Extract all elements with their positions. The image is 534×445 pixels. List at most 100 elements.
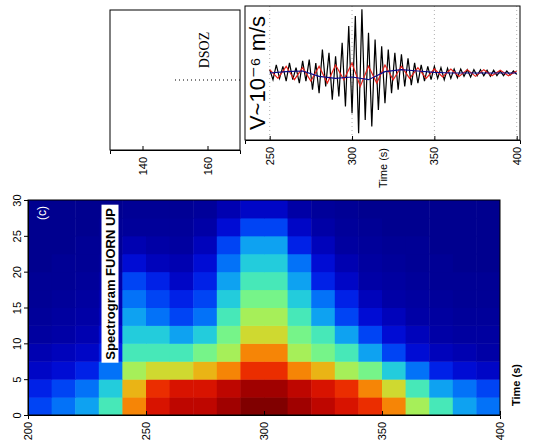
x-tick-label: 250 bbox=[264, 147, 276, 165]
heat-cell bbox=[122, 272, 146, 290]
y-tick: 0 bbox=[11, 412, 28, 418]
marks bbox=[28, 200, 500, 415]
heat-cell bbox=[335, 343, 359, 361]
heat-cell bbox=[406, 236, 430, 254]
heat-cell bbox=[453, 254, 477, 272]
heat-cell bbox=[217, 379, 241, 397]
heat-cell bbox=[75, 200, 99, 218]
heat-cell bbox=[429, 397, 453, 415]
heat-cell bbox=[240, 343, 264, 361]
heat-cell bbox=[75, 361, 99, 379]
heat-cell bbox=[358, 343, 382, 361]
heat-cell bbox=[146, 218, 170, 236]
heat-cell bbox=[288, 308, 312, 326]
x-axis: 140160 bbox=[111, 146, 241, 175]
heat-cell bbox=[429, 272, 453, 290]
heat-cell bbox=[382, 290, 406, 308]
y-tick-label: 10 bbox=[11, 338, 23, 350]
chart-title: Spectrogram FUORN UP bbox=[103, 208, 118, 360]
heat-cell bbox=[358, 272, 382, 290]
heat-cell bbox=[406, 290, 430, 308]
heat-cell bbox=[52, 308, 76, 326]
heat-cell bbox=[52, 236, 76, 254]
heat-cell bbox=[240, 308, 264, 326]
heat-cell bbox=[335, 218, 359, 236]
heat-cell bbox=[170, 308, 194, 326]
heat-cell bbox=[311, 343, 335, 361]
heat-cell bbox=[217, 397, 241, 415]
heat-cell bbox=[240, 200, 264, 218]
heat-cell bbox=[146, 397, 170, 415]
heat-cell bbox=[170, 290, 194, 308]
heat-cell bbox=[52, 379, 76, 397]
heat-cell bbox=[476, 343, 500, 361]
heat-cell bbox=[170, 254, 194, 272]
heat-cell bbox=[28, 343, 52, 361]
heat-cell bbox=[264, 254, 288, 272]
heat-cell bbox=[429, 218, 453, 236]
heat-cell bbox=[193, 272, 217, 290]
heat-cell bbox=[358, 361, 382, 379]
heat-cell bbox=[264, 272, 288, 290]
heat-cell bbox=[335, 254, 359, 272]
series-line bbox=[270, 70, 517, 80]
heat-cell bbox=[335, 290, 359, 308]
heat-cell bbox=[52, 290, 76, 308]
heat-cell bbox=[217, 254, 241, 272]
chart-title-group: Spectrogram FUORN UP bbox=[102, 205, 119, 363]
heat-cell bbox=[311, 379, 335, 397]
heat-cell bbox=[193, 379, 217, 397]
heat-cell bbox=[52, 397, 76, 415]
y-tick: 20 bbox=[11, 266, 28, 278]
heat-cell bbox=[288, 254, 312, 272]
heat-cell bbox=[122, 308, 146, 326]
heat-cell bbox=[429, 308, 453, 326]
heat-cell bbox=[429, 361, 453, 379]
y-tick-mark bbox=[24, 379, 28, 380]
y-tick: 15 bbox=[11, 302, 28, 314]
heat-cell bbox=[335, 236, 359, 254]
heat-cell bbox=[99, 361, 123, 379]
y-tick-label: 20 bbox=[11, 266, 23, 278]
y-tick-mark bbox=[24, 415, 28, 416]
heat-cell bbox=[429, 200, 453, 218]
heat-cell bbox=[335, 200, 359, 218]
x-tick: 400 bbox=[494, 411, 506, 440]
y-tick-mark bbox=[24, 200, 28, 201]
heat-cell bbox=[240, 325, 264, 343]
y-tick: 10 bbox=[11, 338, 28, 350]
x-axis: 200250300350400 bbox=[22, 411, 506, 440]
heat-cell bbox=[75, 343, 99, 361]
heat-cell bbox=[453, 343, 477, 361]
figure: 140160DSOZ250300350400V~10⁻⁶ m/sTime (s)… bbox=[0, 0, 534, 445]
heat-cell bbox=[52, 218, 76, 236]
heat-cell bbox=[170, 361, 194, 379]
heat-cell bbox=[240, 361, 264, 379]
heat-cell bbox=[122, 236, 146, 254]
heat-cell bbox=[193, 200, 217, 218]
heat-cell bbox=[406, 397, 430, 415]
heat-cell bbox=[335, 325, 359, 343]
heat-cell bbox=[170, 236, 194, 254]
heat-cell bbox=[406, 343, 430, 361]
heat-cell bbox=[122, 290, 146, 308]
heat-cell bbox=[264, 290, 288, 308]
heat-cell bbox=[28, 290, 52, 308]
heat-cell bbox=[358, 200, 382, 218]
heat-cell bbox=[146, 272, 170, 290]
heat-cell bbox=[288, 379, 312, 397]
y-tick-label: 15 bbox=[11, 302, 23, 314]
heat-cell bbox=[146, 361, 170, 379]
heat-cell bbox=[240, 236, 264, 254]
heat-cell bbox=[122, 379, 146, 397]
x-axis-line bbox=[246, 141, 521, 145]
heat-cell bbox=[264, 397, 288, 415]
heat-cell bbox=[476, 254, 500, 272]
x-tick-mark bbox=[352, 136, 353, 140]
heat-cell bbox=[453, 361, 477, 379]
heat-cell bbox=[311, 325, 335, 343]
heat-cell bbox=[28, 308, 52, 326]
heat-cell bbox=[406, 379, 430, 397]
heat-cell bbox=[52, 254, 76, 272]
heat-cell bbox=[75, 308, 99, 326]
